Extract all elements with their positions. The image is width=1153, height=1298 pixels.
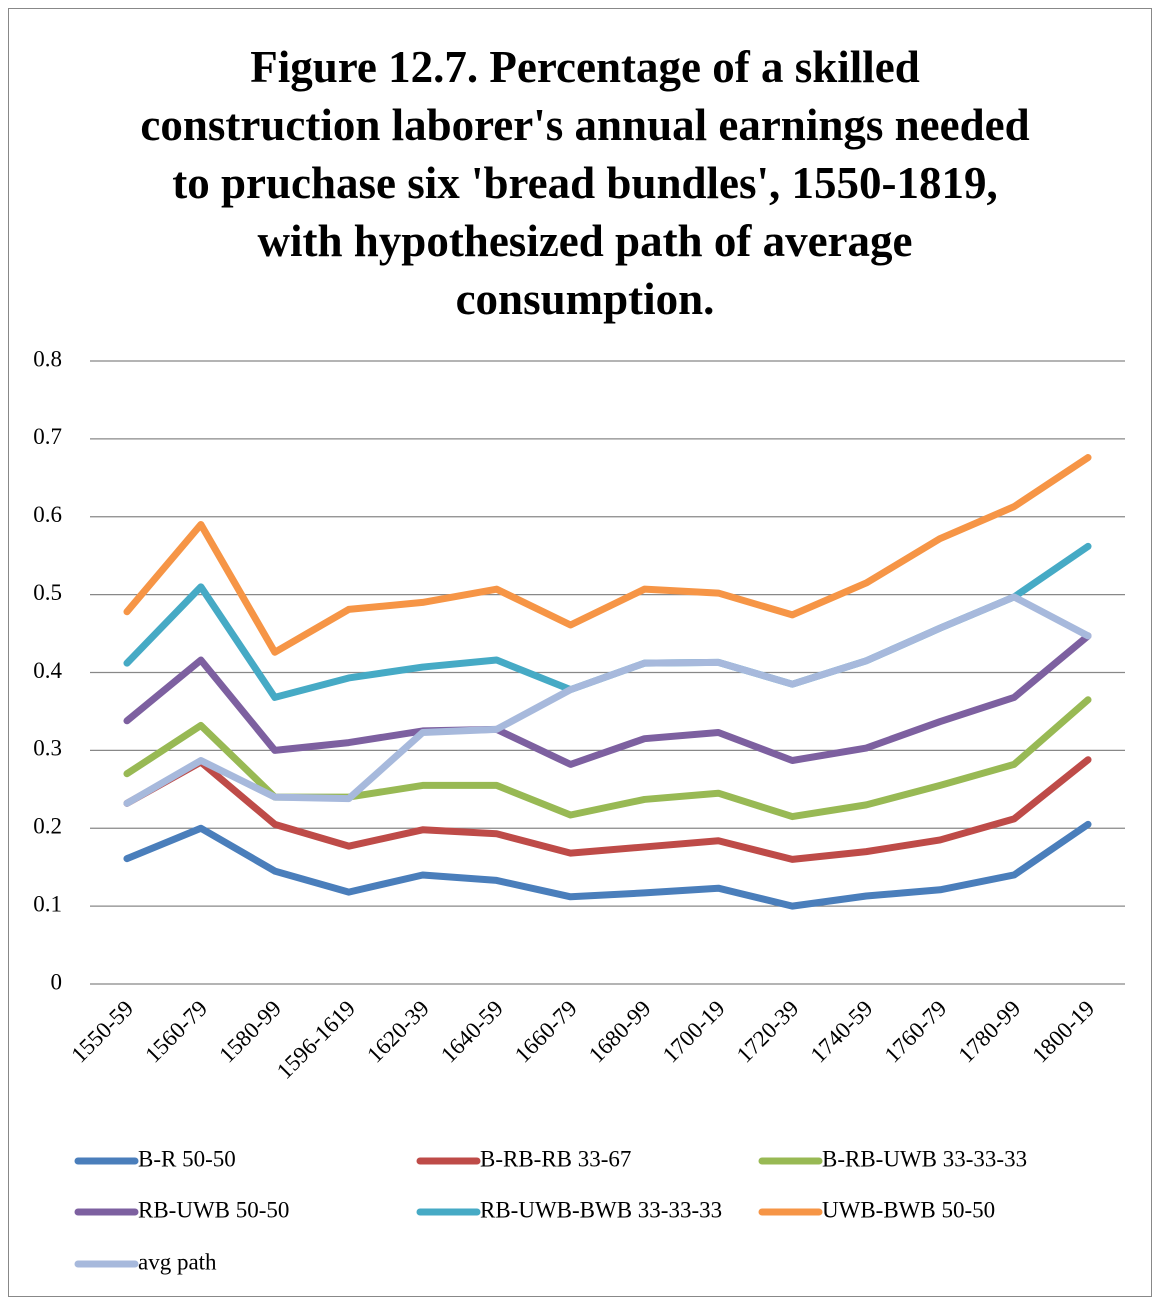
x-tick-label: 1660-79 — [510, 996, 582, 1068]
legend-label: UWB-BWB 50-50 — [822, 1197, 995, 1222]
x-tick-label: 1720-39 — [732, 996, 804, 1068]
chart-border — [8, 8, 1152, 1297]
chart-title: Figure 12.7. Percentage of a skilled con… — [140, 42, 1030, 324]
line-series — [123, 820, 1092, 910]
line-series — [123, 593, 1092, 807]
legend-label: avg path — [138, 1249, 217, 1274]
y-tick-label: 0.7 — [33, 424, 62, 449]
x-tick-label: 1560-79 — [140, 996, 212, 1068]
x-tick-label: 1700-19 — [658, 996, 730, 1068]
legend-label: RB-UWB-BWB 33-33-33 — [480, 1197, 722, 1222]
y-tick-label: 0.6 — [33, 502, 62, 527]
x-tick-label: 1580-99 — [214, 996, 286, 1068]
x-tick-label: 1640-59 — [436, 996, 508, 1068]
x-tick-label: 1740-59 — [806, 996, 878, 1068]
x-tick-label: 1620-39 — [362, 996, 434, 1068]
legend-label: B-RB-RB 33-67 — [480, 1146, 631, 1171]
line-series — [123, 454, 1092, 656]
legend-label: B-RB-UWB 33-33-33 — [822, 1146, 1027, 1171]
x-tick-label: 1596-1619 — [272, 996, 360, 1084]
y-tick-label: 0.4 — [33, 658, 62, 683]
x-tick-label: 1780-99 — [953, 996, 1025, 1068]
y-tick-label: 0.5 — [33, 580, 62, 605]
legend-label: RB-UWB 50-50 — [138, 1197, 289, 1222]
legend-label: B-R 50-50 — [138, 1146, 236, 1171]
y-tick-label: 0.2 — [33, 814, 62, 839]
x-tick-label: 1800-19 — [1027, 996, 1099, 1068]
y-tick-label: 0.8 — [33, 346, 62, 371]
line-series — [123, 756, 1092, 863]
x-tick-label: 1680-99 — [584, 996, 656, 1068]
y-tick-label: 0.3 — [33, 736, 62, 761]
x-tick-label: 1550-59 — [66, 996, 138, 1068]
y-tick-label: 0.1 — [33, 891, 62, 916]
y-tick-label: 0 — [51, 969, 63, 994]
line-series — [123, 632, 1092, 768]
x-tick-label: 1760-79 — [880, 996, 952, 1068]
